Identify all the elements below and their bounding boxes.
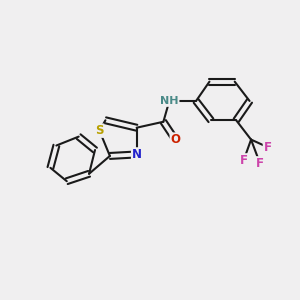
Text: O: O [170, 133, 180, 146]
Text: N: N [132, 148, 142, 161]
Text: F: F [240, 154, 248, 167]
Text: F: F [256, 157, 264, 170]
Text: NH: NH [160, 96, 178, 106]
Text: S: S [95, 124, 104, 137]
Text: F: F [263, 140, 272, 154]
